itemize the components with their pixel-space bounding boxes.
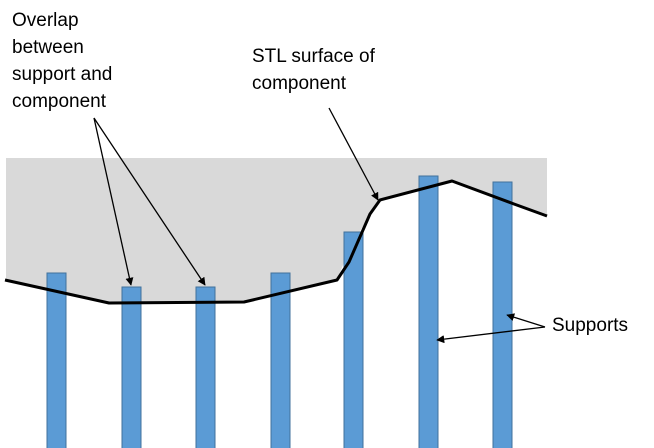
support-bar (270, 272, 291, 448)
support-bar (418, 175, 439, 448)
support-bar (121, 286, 142, 448)
overlap-label-line: Overlap (12, 10, 79, 31)
component-region (6, 158, 547, 303)
support-bar (343, 231, 364, 448)
stl-surface-label-line: component (252, 73, 347, 94)
overlap-label-line: support and (12, 64, 113, 85)
overlap-label-line: component (12, 91, 107, 112)
support-bar (46, 272, 67, 448)
support-bar (195, 286, 216, 448)
overlap-label: Overlap between support and component (12, 7, 112, 115)
supports-label: Supports (552, 312, 628, 339)
overlap-label-line: between (12, 37, 84, 58)
stl-surface-label: STL surface of component (252, 43, 375, 97)
overlap-arrow-2 (93, 117, 206, 286)
stl-surface-label-line: STL surface of (252, 46, 375, 67)
stl-surface-arrow (328, 107, 379, 201)
stl-surface-line (4, 179, 548, 305)
supports-arrow-1 (436, 326, 546, 344)
overlap-arrow-1 (93, 117, 134, 286)
supports-group (46, 175, 513, 448)
supports-label-line: Supports (552, 315, 629, 336)
supports-arrow-2 (506, 313, 546, 328)
